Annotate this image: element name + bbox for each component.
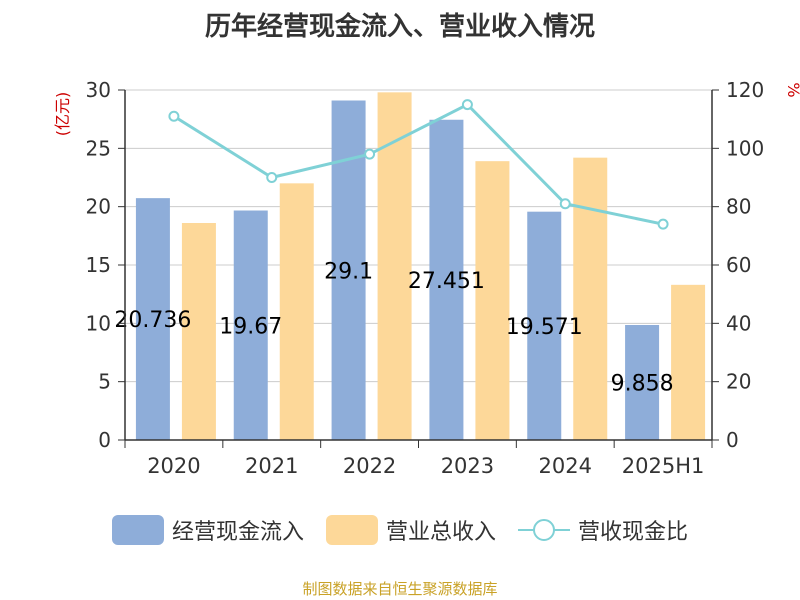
ratio-line — [173, 102, 664, 226]
bar-revenue — [475, 161, 510, 440]
axis-layer: 0 5 10 15 20 25 30 0 20 40 60 80 100 120 2020 2021 2022 2… — [86, 78, 765, 478]
data-label-inflow: 20.736 — [114, 308, 191, 333]
x-tick-label: 2025H1 — [622, 454, 705, 478]
bar-inflow — [233, 210, 268, 440]
y2-tick-label: 60 — [726, 253, 751, 277]
bar-revenue — [573, 157, 608, 440]
x-tick-label: 2020 — [147, 454, 200, 478]
source-note: 制图数据来自恒生聚源数据库 — [302, 580, 498, 598]
ratio-point — [266, 172, 278, 183]
y2-tick-label: 0 — [726, 428, 739, 452]
bar-inflow — [625, 324, 660, 440]
grid-lines — [125, 89, 712, 383]
bar-revenue — [279, 183, 314, 441]
ratio-point — [657, 218, 669, 230]
y-tick-label: 5 — [98, 370, 111, 394]
y-tick-label: 30 — [86, 78, 111, 102]
y2-tick-label: 100 — [726, 136, 764, 160]
legend-label-revenue: 营业总收入 — [385, 520, 496, 545]
legend-item-ratio[interactable]: 营收现金比 — [518, 514, 688, 546]
y-axis-unit: (亿元) — [53, 92, 72, 137]
y2-tick-label: 20 — [726, 370, 751, 394]
y2-axis-unit: % — [784, 82, 800, 97]
y-tick-label: 25 — [86, 136, 111, 160]
data-label-inflow: 19.67 — [219, 314, 282, 339]
ratio-point — [364, 148, 376, 160]
y-tick-label: 15 — [86, 253, 111, 277]
y-tick-label: 20 — [86, 195, 111, 219]
data-label-inflow: 29.1 — [324, 259, 373, 284]
ratio-point — [461, 99, 473, 111]
data-label-inflow: 27.451 — [408, 269, 485, 294]
legend-item-revenue[interactable]: 营业总收入 — [325, 514, 496, 546]
bar-revenue — [377, 92, 412, 440]
bar-inflow — [527, 211, 562, 440]
y-tick-label: 10 — [86, 311, 111, 335]
ratio-line-layer — [168, 99, 669, 230]
data-label-inflow: 19.571 — [506, 315, 583, 340]
bar-inflow — [429, 119, 464, 440]
legend-label-inflow: 经营现金流入 — [171, 520, 304, 545]
y-tick-label: 0 — [98, 428, 111, 452]
x-tick-label: 2023 — [441, 454, 494, 478]
x-tick-label: 2021 — [245, 454, 298, 478]
ratio-point — [559, 198, 571, 210]
legend-item-inflow[interactable]: 经营现金流入 — [111, 514, 304, 546]
data-label-inflow: 9.858 — [611, 371, 674, 396]
y2-tick-label: 40 — [726, 311, 751, 335]
y2-tick-label: 120 — [726, 78, 764, 102]
legend: 经营现金流入 营业总收入 营收现金比 — [0, 514, 800, 546]
x-tick-label: 2024 — [539, 454, 592, 478]
bar-revenue — [671, 284, 706, 440]
bar-inflow — [135, 198, 170, 440]
legend-swatch-revenue — [325, 515, 378, 545]
bar-layer — [135, 92, 706, 441]
y2-tick-label: 80 — [726, 195, 751, 219]
bar-revenue — [181, 223, 216, 440]
x-tick-label: 2022 — [343, 454, 396, 478]
chart-title: 历年经营现金流入、营业收入情况 — [204, 12, 595, 42]
ratio-point — [168, 110, 180, 122]
legend-swatch-ratio — [518, 515, 570, 545]
legend-swatch-inflow — [111, 515, 164, 545]
legend-label-ratio: 营收现金比 — [578, 520, 689, 545]
data-label-layer: 20.736 19.67 29.1 27.451 19.571 9.858 — [114, 259, 673, 396]
